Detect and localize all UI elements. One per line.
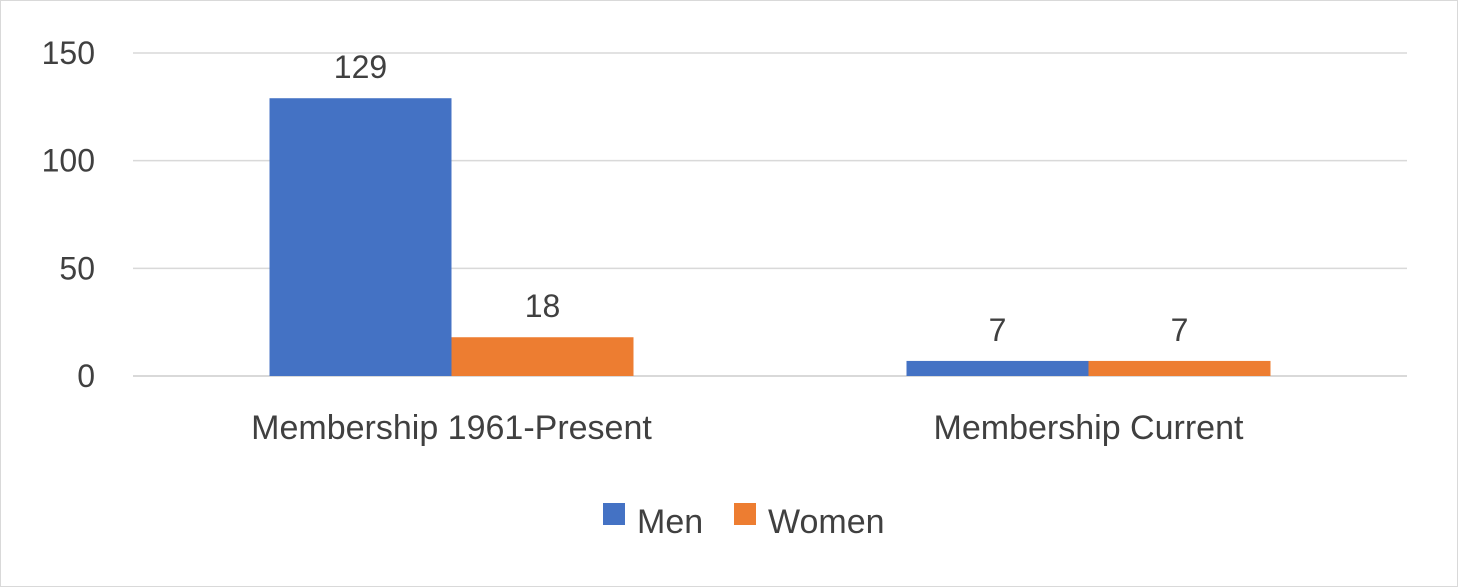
data-label-men-1: 7 [989, 312, 1007, 348]
legend: Men Women [603, 503, 885, 541]
legend-item-women: Women [734, 503, 885, 541]
data-labels: 129 18 7 7 [334, 49, 1189, 348]
y-tick-label-0: 0 [77, 358, 95, 394]
data-label-men-0: 129 [334, 49, 387, 85]
category-label-0: Membership 1961-Present [251, 409, 652, 447]
legend-swatch-women [734, 503, 756, 525]
x-axis: Membership 1961-Present Membership Curren… [251, 409, 1244, 447]
bar-women-1 [1088, 360, 1271, 376]
legend-item-men: Men [603, 503, 703, 541]
y-tick-label-100: 100 [42, 143, 95, 179]
category-label-1: Membership Current [934, 409, 1244, 447]
bar-men-0 [269, 98, 452, 376]
legend-label-women: Women [768, 503, 885, 541]
bar-women-0 [451, 337, 634, 376]
y-tick-label-50: 50 [59, 250, 95, 286]
data-label-women-0: 18 [525, 288, 561, 324]
bar-men-1 [906, 360, 1089, 376]
legend-swatch-men [603, 503, 625, 525]
data-label-women-1: 7 [1171, 312, 1189, 348]
bars [269, 98, 1271, 376]
y-tick-label-150: 150 [42, 35, 95, 71]
legend-label-men: Men [637, 503, 703, 541]
y-axis: 0 50 100 150 [42, 35, 95, 394]
